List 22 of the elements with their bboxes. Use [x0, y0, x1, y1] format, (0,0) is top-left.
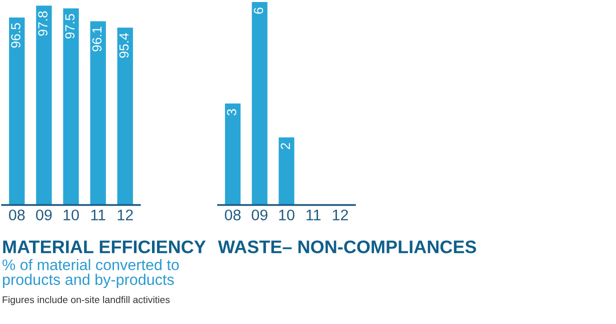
x-tick-label: 08: [224, 210, 241, 220]
x-tick-label: 09: [36, 210, 52, 220]
x-tick-label: 12: [332, 210, 348, 220]
x-tick-label: 11: [306, 210, 321, 220]
data-label: 97.8: [38, 11, 48, 36]
text: Figures include on-site landfill activities: [2, 296, 170, 306]
data-label: 95.4: [119, 33, 129, 58]
x-tick-label: 11: [91, 210, 106, 220]
x-tick-label: 10: [64, 210, 79, 220]
data-label: 96.5: [11, 23, 20, 48]
data-label: 2: [280, 143, 290, 150]
data-label: 97.5: [65, 14, 75, 39]
x-tick-label: 12: [118, 210, 133, 220]
text: WASTE– NON-COMPLIANCES: [218, 240, 476, 254]
text: % of material converted to products and by-products: [2, 259, 179, 288]
x-tick-label: 10: [279, 210, 294, 220]
x-tick-label: 09: [252, 210, 268, 220]
text: MATERIAL EFFICIENCY: [3, 240, 206, 254]
data-label: 6: [254, 8, 264, 14]
data-label: 96.1: [92, 26, 102, 52]
x-tick-label: 08: [8, 210, 25, 220]
data-label: 3: [226, 109, 236, 116]
